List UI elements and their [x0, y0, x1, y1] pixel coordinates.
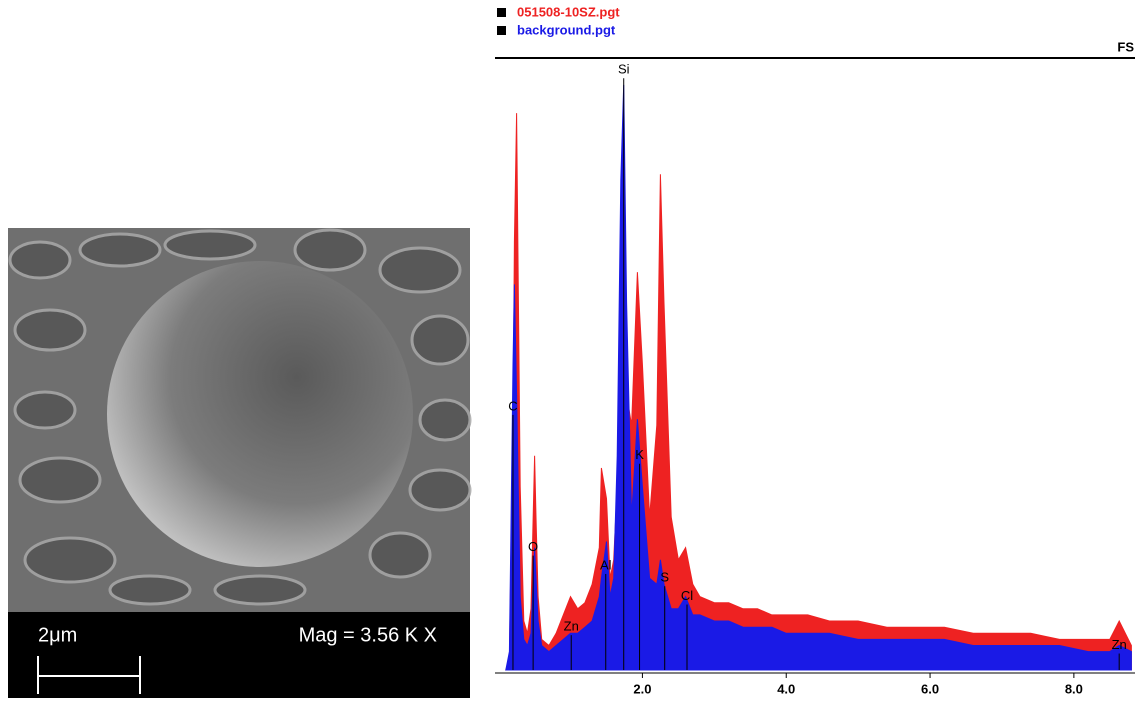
x-tick-label: 2.0	[633, 681, 651, 696]
sem-info-bar	[8, 612, 470, 698]
legend-swatch	[497, 8, 506, 17]
sem-magnification: Mag = 3.56 K X	[299, 624, 437, 646]
element-label: C	[508, 398, 517, 413]
element-label: O	[528, 539, 538, 554]
element-label: Al	[600, 557, 612, 572]
x-tick-label: 6.0	[921, 681, 939, 696]
legend-label: 051508-10SZ.pgt	[517, 4, 620, 19]
x-tick-label: 4.0	[777, 681, 795, 696]
spectrum-area	[505, 113, 1132, 671]
element-label: Zn	[1112, 637, 1127, 652]
sem-scale-bar	[37, 656, 141, 694]
sem-sphere	[107, 261, 413, 567]
legend-swatch	[497, 26, 506, 35]
element-label: S	[660, 570, 669, 585]
spectrum-chart: FS 051508-10SZ.pgt background.pgt 2.0 4.0 6.…	[495, 4, 1135, 696]
element-label: Si	[618, 62, 630, 77]
element-label: Zn	[564, 619, 579, 634]
sem-texture	[8, 228, 472, 606]
sem-scale-label: 2μm	[38, 624, 77, 646]
x-tick-label: 8.0	[1065, 681, 1083, 696]
legend-label: background.pgt	[517, 22, 616, 37]
corner-label: FS	[1117, 39, 1134, 54]
element-label: K	[635, 447, 644, 462]
sem-image: 2μm Mag = 3.56 K X	[8, 228, 472, 698]
spectrum-area	[505, 84, 1132, 671]
element-label: Cl	[681, 588, 693, 603]
